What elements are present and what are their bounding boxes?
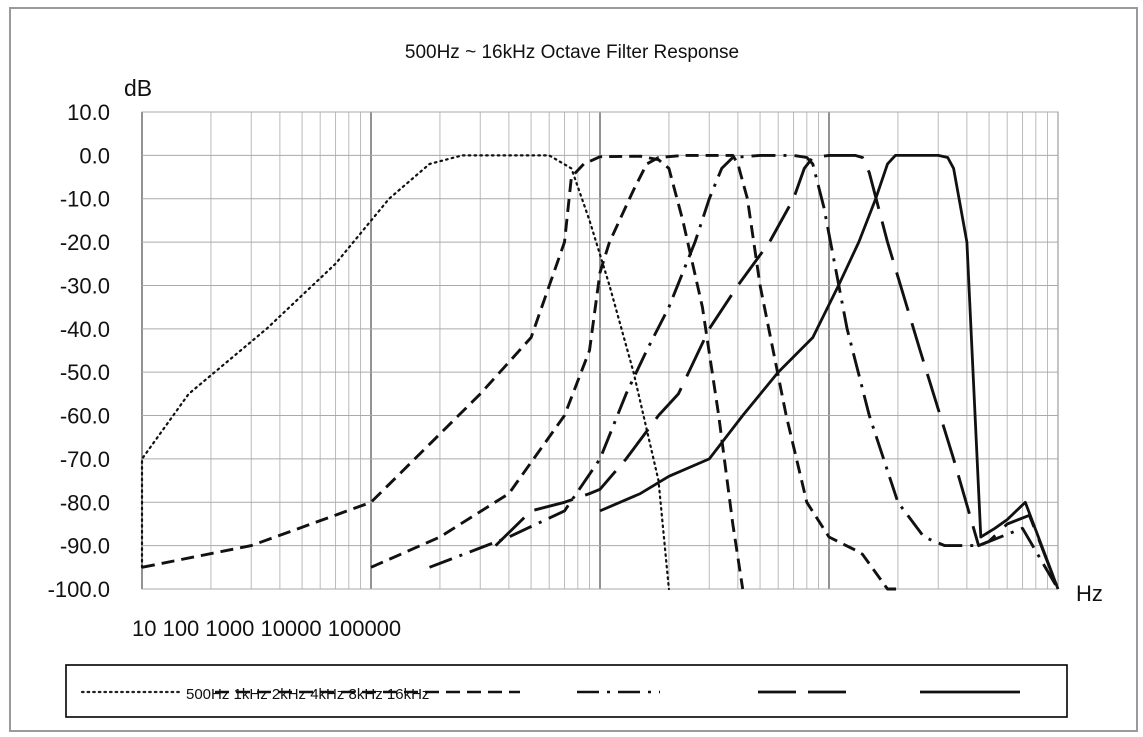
y-tick-label: -10.0	[60, 187, 110, 212]
x-axis-label: Hz	[1076, 581, 1103, 606]
y-tick-label: -60.0	[60, 404, 110, 429]
y-tick-labels: 10.0 0.0 -10.0 -20.0 -30.0 -40.0 -50.0 -60.0 -70…	[48, 100, 110, 602]
series-line-500hz	[140, 154, 671, 591]
x-tick-labels: 10 100 1000 10000 100000	[132, 616, 401, 641]
y-tick-label: -40.0	[60, 317, 110, 342]
y-tick-label: -50.0	[60, 360, 110, 385]
legend: 500Hz 1kHz 2kHz 4kHz 8kHz 16kHz	[65, 664, 1068, 718]
series-lines	[140, 153, 1060, 591]
legend-box	[65, 664, 1068, 718]
y-axis-label: dB	[124, 75, 152, 101]
series-line-1khz	[141, 154, 745, 590]
series-line-2khz	[370, 153, 898, 591]
series-line-4khz	[428, 153, 1060, 590]
series-line-16khz	[599, 153, 1060, 590]
y-tick-label: -30.0	[60, 273, 110, 298]
legend-text: 500Hz 1kHz 2kHz 4kHz 8kHz 16kHz	[186, 686, 429, 703]
y-tick-label: -20.0	[60, 230, 110, 255]
chart-title: 500Hz ~ 16kHz Octave Filter Response	[405, 42, 739, 63]
chart-frame	[9, 7, 1138, 732]
y-tick-label: -80.0	[60, 490, 110, 515]
y-tick-label: -90.0	[60, 534, 110, 559]
y-tick-label: 10.0	[67, 100, 110, 125]
y-tick-label: -100.0	[48, 577, 110, 602]
y-tick-label: 0.0	[79, 143, 110, 168]
y-tick-label: -70.0	[60, 447, 110, 472]
series-line-8khz	[494, 153, 1060, 590]
